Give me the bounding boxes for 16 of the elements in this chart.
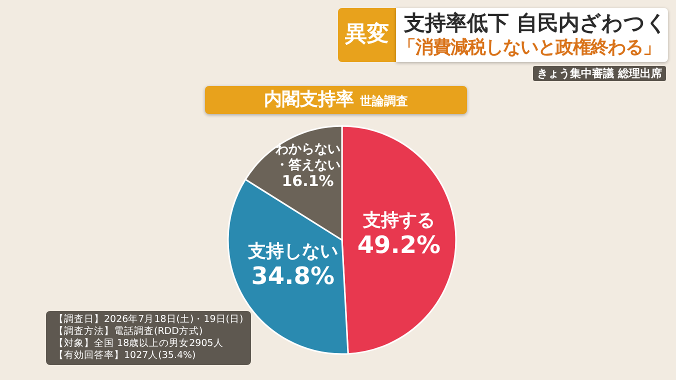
text: 支持率低下 自民内ざわつく: [404, 10, 668, 36]
text: 「消費減税しないと政権終わる」: [398, 36, 660, 60]
text: 【調査日】2026年7月18日(土)・19日(日): [54, 314, 244, 326]
text: きょう集中審議 総理出席: [533, 66, 666, 81]
text: 異変: [338, 8, 396, 62]
text: 【有効回答率】1027人(35.4%): [54, 350, 197, 362]
chart-title: 内閣支持率: [264, 89, 354, 110]
data-label: 16.1%: [280, 172, 335, 191]
text: 【対象】全国 18歳以上の男女2905人: [54, 338, 224, 350]
slice-label: 支持する: [362, 210, 436, 232]
data-label: 34.8%: [250, 262, 336, 290]
text: 【調査方法】電話調査(RDD方式): [54, 326, 204, 338]
slice-label: 支持しない: [248, 240, 338, 262]
slice-label: わからない・答えない: [275, 142, 340, 174]
chart-subtitle: 世論調査: [360, 94, 408, 108]
data-label: 49.2%: [356, 231, 442, 260]
